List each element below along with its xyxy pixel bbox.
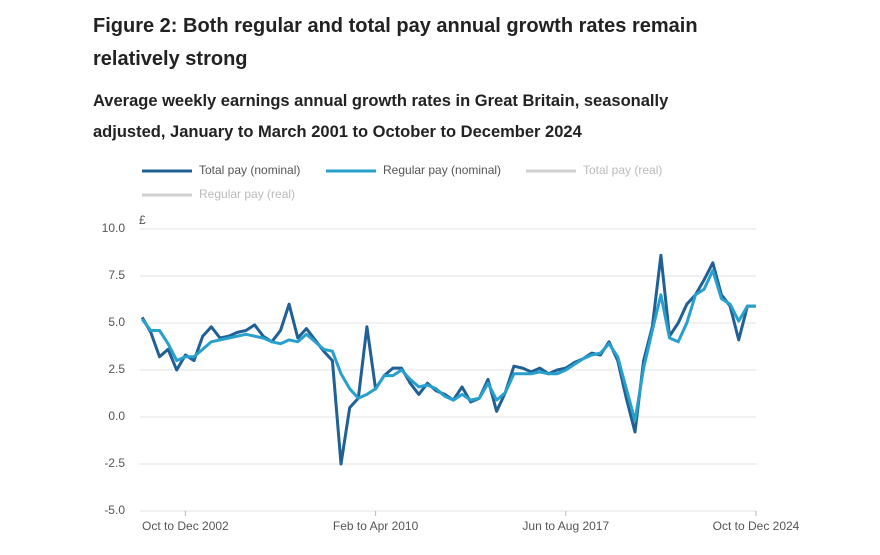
y-tick-label: 2.5	[108, 362, 125, 376]
y-unit: £	[139, 213, 146, 227]
x-tick-label: Oct to Dec 2002	[142, 519, 229, 533]
x-tick-label: Feb to Apr 2010	[333, 519, 419, 533]
chart-subtitle: Average weekly earnings annual growth ra…	[93, 92, 669, 141]
x-tick-label: Oct to Dec 2024	[713, 519, 800, 533]
y-tick-label: 7.5	[108, 268, 125, 282]
legend-label: Total pay (real)	[583, 163, 662, 177]
x-tick-label: Jun to Aug 2017	[522, 519, 609, 533]
y-tick-label: -5.0	[104, 503, 125, 517]
legend-label: Total pay (nominal)	[199, 163, 300, 177]
y-tick-label: -2.5	[104, 456, 125, 470]
y-tick-label: 10.0	[102, 221, 126, 235]
series-line	[141, 268, 756, 423]
chart-title: Figure 2: Both regular and total pay ann…	[93, 15, 698, 70]
legend-label: Regular pay (nominal)	[383, 163, 501, 177]
y-tick-label: 0.0	[108, 409, 125, 423]
y-tick-label: 5.0	[108, 315, 125, 329]
series-line	[140, 253, 756, 466]
legend-label: Regular pay (real)	[199, 187, 295, 201]
